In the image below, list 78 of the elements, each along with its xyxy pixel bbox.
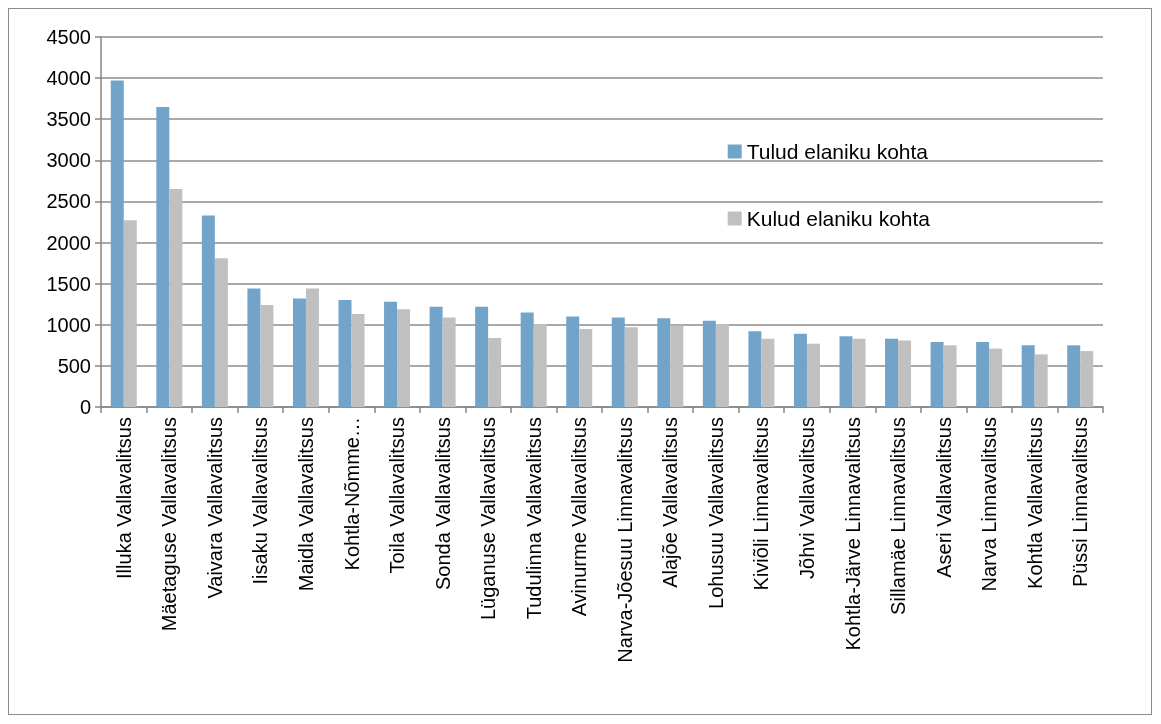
bar	[384, 301, 398, 407]
y-tick-label: 4000	[46, 67, 91, 90]
y-tick-label: 1000	[46, 313, 91, 336]
bar	[338, 300, 352, 407]
x-tick-label: Maidla Vallavalitsus	[294, 417, 317, 592]
bar	[429, 306, 443, 407]
bar	[715, 323, 729, 407]
x-tick-label: Kiviõli Linnavalitsus	[750, 417, 773, 591]
x-tick-label: Lüganuse Vallavalitsus	[477, 417, 500, 621]
bar	[566, 316, 580, 407]
x-tick-label: Avinurme Vallavalitsus	[568, 417, 591, 617]
bar	[748, 331, 762, 407]
bar	[1021, 345, 1035, 407]
x-tick-label: Narva Linnavalitsus	[978, 417, 1001, 592]
y-tick-label: 4500	[46, 26, 91, 48]
bar	[702, 320, 716, 407]
x-tick-label: Jõhvi Vallavalitsus	[795, 417, 818, 579]
bar	[201, 215, 215, 407]
bar	[305, 288, 319, 407]
bar	[839, 336, 853, 407]
x-tick-label: Iisaku Vallavalitsus	[249, 417, 272, 585]
x-tick-label: Sonda Vallavalitsus	[431, 417, 454, 591]
bar	[852, 338, 866, 407]
legend-label: Kulud elaniku kohta	[746, 207, 931, 230]
bar	[657, 318, 671, 407]
y-tick-label: 2000	[46, 231, 91, 254]
bar	[976, 342, 990, 407]
y-tick-label: 3000	[46, 149, 91, 172]
bar	[624, 327, 638, 407]
bar	[475, 306, 489, 407]
bar	[169, 189, 183, 407]
x-tick-label: Püssi Linnavalitsus	[1069, 417, 1092, 588]
bar	[292, 298, 306, 407]
x-tick-label: Kohtla-Nõmme…	[340, 417, 363, 571]
bar	[520, 312, 534, 407]
bar	[442, 317, 456, 407]
bar	[156, 106, 170, 407]
bar	[351, 314, 365, 407]
bar	[1034, 354, 1048, 407]
bar	[611, 317, 625, 407]
y-tick-label: 3500	[46, 108, 91, 131]
y-tick-label: 500	[57, 354, 91, 377]
bar	[989, 348, 1003, 407]
bar	[1067, 345, 1081, 407]
x-tick-label: Kohtla Vallavalitsus	[1023, 417, 1046, 589]
bar	[930, 342, 944, 407]
bar	[898, 340, 912, 407]
bar	[1080, 351, 1094, 407]
x-tick-label: Aseri Vallavalitsus	[932, 417, 955, 578]
bar	[793, 333, 807, 407]
x-tick-label: Narva-Jõesuu Linnavalitsus	[613, 417, 636, 663]
bar	[579, 328, 593, 407]
bar	[110, 80, 124, 407]
x-tick-label: Toila Vallavalitsus	[386, 417, 409, 574]
x-tick-label: Alajõe Vallavalitsus	[659, 417, 682, 588]
legend-label: Tulud elaniku kohta	[746, 140, 929, 163]
y-tick-label: 2500	[46, 190, 91, 213]
x-tick-label: Vaivara Vallavalitsus	[203, 417, 226, 599]
y-tick-label: 1500	[46, 272, 91, 295]
bar	[885, 338, 899, 407]
bar	[670, 325, 684, 407]
y-tick-label: 0	[79, 396, 91, 418]
bar	[260, 305, 274, 407]
bar	[397, 309, 411, 407]
x-tick-label: Mäetaguse Vallavalitsus	[158, 417, 181, 632]
x-tick-label: Lohusuu Vallavalitsus	[704, 417, 727, 609]
bar	[247, 288, 261, 407]
bar	[533, 323, 547, 407]
bar	[806, 343, 820, 407]
bar	[214, 258, 228, 407]
bar	[488, 337, 502, 407]
bar	[761, 338, 775, 407]
x-tick-label: Illuka Vallavalitsus	[112, 417, 135, 579]
bar	[123, 220, 137, 407]
x-tick-label: Kohtla-Järve Linnavalitsus	[841, 417, 864, 651]
x-tick-label: Tudulinna Vallavalitsus	[522, 417, 545, 620]
bar	[943, 345, 957, 407]
x-tick-label: Sillamäe Linnavalitsus	[887, 417, 910, 615]
